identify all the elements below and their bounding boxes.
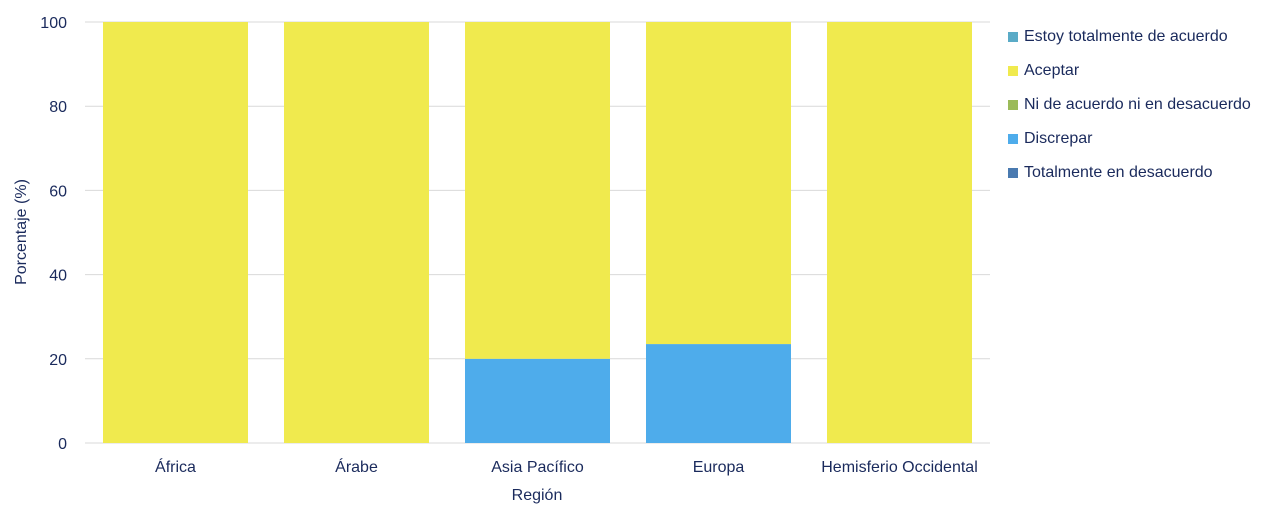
- legend-item: Ni de acuerdo ni en desacuerdo: [1008, 88, 1251, 122]
- x-tick-label: Asia Pacífico: [491, 459, 584, 476]
- bar-segment: [827, 22, 972, 443]
- legend-swatch: [1008, 32, 1018, 42]
- bar-segment: [103, 22, 248, 443]
- legend-swatch: [1008, 100, 1018, 110]
- y-tick-label: 60: [49, 183, 67, 200]
- x-axis-ticks: África Árabe Asia Pacífico Europa Hemisferio…: [155, 457, 978, 476]
- bar-segment: [465, 22, 610, 359]
- legend-label: Estoy totalmente de acuerdo: [1024, 28, 1228, 45]
- y-axis-ticks: 0 20 40 60 80 100: [40, 15, 67, 453]
- bar-segment: [646, 344, 791, 443]
- legend-item: Discrepar: [1008, 122, 1251, 156]
- x-axis-title: Región: [512, 487, 563, 504]
- legend-label: Discrepar: [1024, 130, 1093, 147]
- legend-item: Estoy totalmente de acuerdo: [1008, 20, 1251, 54]
- y-tick-label: 0: [58, 436, 67, 453]
- y-tick-label: 100: [40, 15, 67, 32]
- x-tick-label: África: [155, 457, 196, 476]
- legend-label: Totalmente en desacuerdo: [1024, 164, 1213, 181]
- y-tick-label: 20: [49, 352, 67, 369]
- legend-label: Ni de acuerdo ni en desacuerdo: [1024, 96, 1251, 113]
- y-tick-label: 80: [49, 99, 67, 116]
- bar-segment: [646, 22, 791, 345]
- y-axis-title: Porcentaje (%): [13, 179, 30, 285]
- legend-item: Aceptar: [1008, 54, 1251, 88]
- legend-swatch: [1008, 134, 1018, 144]
- x-tick-label: Árabe: [335, 457, 378, 476]
- legend-item: Totalmente en desacuerdo: [1008, 156, 1251, 190]
- bar-segment: [465, 358, 610, 443]
- bar-segment: [284, 22, 429, 443]
- bars: [103, 22, 972, 443]
- legend-swatch: [1008, 66, 1018, 76]
- x-tick-label: Europa: [693, 459, 745, 476]
- y-tick-label: 40: [49, 268, 67, 285]
- legend: Estoy totalmente de acuerdo Aceptar Ni de …: [1008, 20, 1251, 190]
- x-tick-label: Hemisferio Occidental: [821, 459, 978, 476]
- legend-label: Aceptar: [1024, 62, 1080, 79]
- legend-swatch: [1008, 168, 1018, 178]
